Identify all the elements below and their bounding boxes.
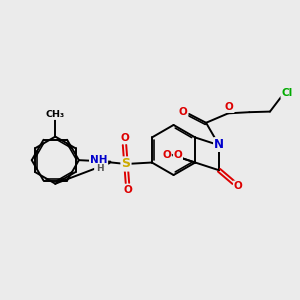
Text: Cl: Cl xyxy=(281,88,293,98)
Text: NH: NH xyxy=(90,155,107,166)
Text: S: S xyxy=(122,158,130,170)
Text: O: O xyxy=(173,150,182,160)
Text: Cl: Cl xyxy=(281,88,293,98)
Text: NH: NH xyxy=(90,155,107,166)
Text: H: H xyxy=(95,164,102,172)
Text: O: O xyxy=(225,102,234,112)
Text: N: N xyxy=(214,138,224,151)
Text: O: O xyxy=(179,107,188,117)
Text: O: O xyxy=(234,182,242,191)
Text: O: O xyxy=(225,102,234,112)
Text: O: O xyxy=(123,184,132,195)
Text: O: O xyxy=(120,134,129,143)
Text: O: O xyxy=(179,107,188,117)
Text: O: O xyxy=(123,184,132,195)
Text: H: H xyxy=(96,164,103,173)
Text: CH₃: CH₃ xyxy=(46,110,65,119)
Text: CH₃: CH₃ xyxy=(46,110,65,119)
Text: N: N xyxy=(214,138,224,151)
Text: S: S xyxy=(122,158,130,170)
Text: O: O xyxy=(120,134,129,143)
Text: O: O xyxy=(234,182,242,191)
Text: O: O xyxy=(162,150,171,160)
